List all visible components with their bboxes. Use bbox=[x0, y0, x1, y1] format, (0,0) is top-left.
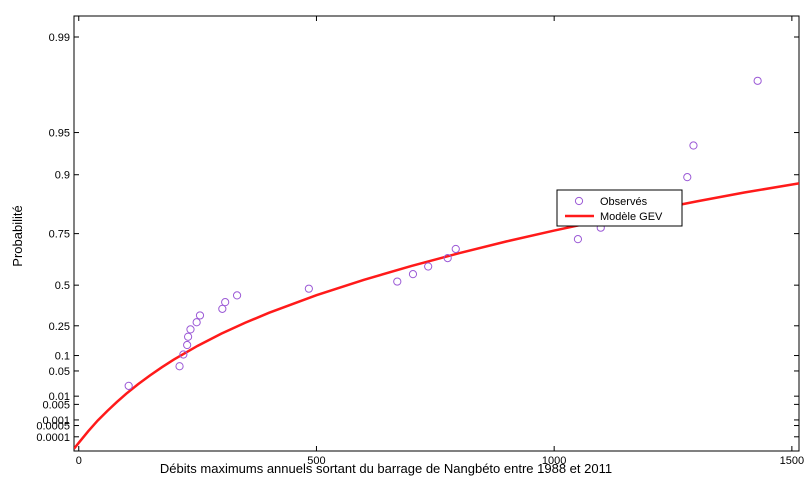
observed-point bbox=[683, 173, 692, 182]
observed-point bbox=[393, 277, 402, 286]
y-tick-label: 0.9 bbox=[55, 170, 70, 182]
observed-point bbox=[221, 298, 230, 307]
x-tick-label: 500 bbox=[307, 455, 325, 467]
x-tick-label: 1500 bbox=[780, 455, 804, 467]
observed-point bbox=[218, 304, 227, 313]
observed-point bbox=[753, 76, 762, 85]
observed-point bbox=[573, 235, 583, 244]
observed-point bbox=[175, 362, 184, 371]
observed-point bbox=[408, 270, 418, 279]
y-tick-label: 0.99 bbox=[49, 32, 70, 44]
y-tick-label: 0.001 bbox=[42, 415, 70, 427]
observed-point bbox=[183, 340, 192, 350]
observed-point bbox=[424, 262, 433, 271]
y-tick-label: 0.05 bbox=[49, 366, 70, 378]
y-tick-label: 0.25 bbox=[49, 321, 70, 333]
observed-point bbox=[186, 325, 195, 334]
y-tick-label: 0.1 bbox=[55, 351, 70, 363]
observed-point bbox=[124, 381, 133, 390]
x-tick-label: 1000 bbox=[542, 455, 566, 467]
x-tick-label: 0 bbox=[76, 455, 82, 467]
observed-point bbox=[192, 318, 201, 327]
y-tick-label: 0.75 bbox=[49, 229, 70, 241]
y-tick-label: 0.5 bbox=[55, 280, 70, 292]
y-tick-label: 0.01 bbox=[49, 391, 70, 403]
legend-label-observed: Observés bbox=[600, 196, 648, 208]
observed-point bbox=[451, 244, 460, 254]
y-tick-label: 0.95 bbox=[49, 128, 70, 140]
observed-point bbox=[179, 350, 188, 359]
observed-point bbox=[232, 291, 242, 300]
y-tick-label: 0.005 bbox=[42, 399, 70, 411]
y-axis-label: Probabilité bbox=[10, 205, 25, 266]
x-axis-label: Débits maximums annuels sortant du barra… bbox=[160, 461, 612, 476]
plot-area bbox=[73, 15, 800, 452]
legend-marker-observed bbox=[574, 196, 584, 206]
legend-box bbox=[556, 189, 683, 227]
x-axis-ticks: 0 500 1000 1500 bbox=[76, 16, 804, 467]
legend: Observés Modèle GEV bbox=[556, 189, 683, 227]
observed-point bbox=[304, 284, 313, 293]
y-tick-label: 0.0001 bbox=[36, 432, 70, 444]
observed-point bbox=[443, 254, 452, 263]
observed-point bbox=[689, 141, 698, 150]
plot-frame bbox=[73, 15, 800, 452]
y-tick-label: 0.0005 bbox=[36, 421, 70, 433]
observed-point bbox=[195, 311, 205, 320]
observed-point bbox=[183, 332, 193, 341]
legend-label-model: Modèle GEV bbox=[600, 211, 663, 223]
